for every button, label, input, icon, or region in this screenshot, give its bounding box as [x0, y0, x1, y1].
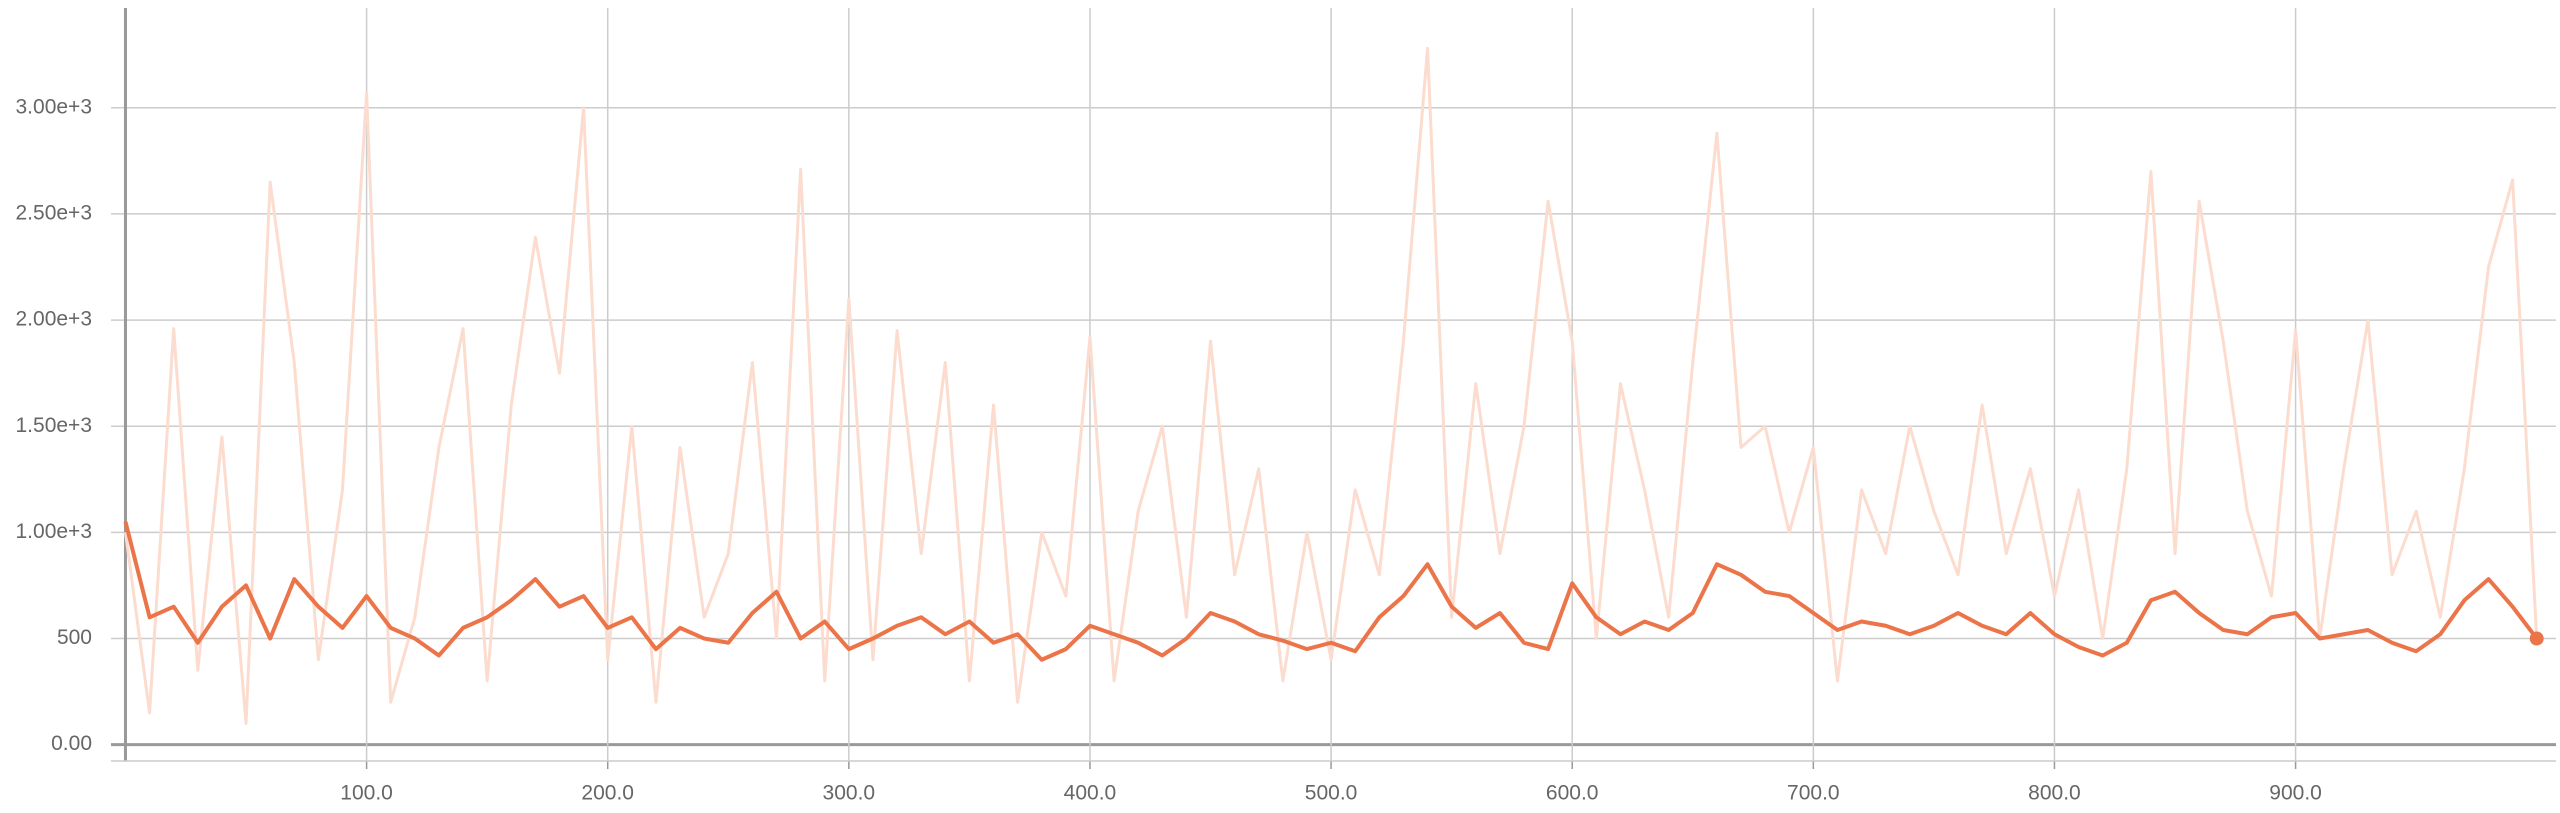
- y-tick-label: 1.00e+3: [16, 520, 93, 543]
- x-tick-label: 200.0: [581, 782, 634, 805]
- y-tick-label: 3.00e+3: [16, 95, 93, 118]
- smoothed-line: [123, 521, 2539, 662]
- y-tick-label: 2.00e+3: [16, 308, 93, 331]
- x-tick-label: 300.0: [823, 782, 876, 805]
- x-tick-label: 400.0: [1064, 782, 1117, 805]
- x-tick-label: 900.0: [2269, 782, 2322, 805]
- y-tick-label: 0.00: [51, 732, 92, 755]
- raw-line: [123, 46, 2539, 725]
- x-tick-label: 600.0: [1546, 782, 1599, 805]
- x-tick-label: 700.0: [1787, 782, 1840, 805]
- y-tick-label: 1.50e+3: [16, 414, 93, 437]
- x-tick-label: 100.0: [340, 782, 393, 805]
- x-tick-label: 500.0: [1305, 782, 1358, 805]
- end-point: [2529, 631, 2544, 646]
- y-tick-label: 500: [57, 626, 92, 649]
- x-tick-label: 800.0: [2028, 782, 2081, 805]
- y-tick-label: 2.50e+3: [16, 201, 93, 224]
